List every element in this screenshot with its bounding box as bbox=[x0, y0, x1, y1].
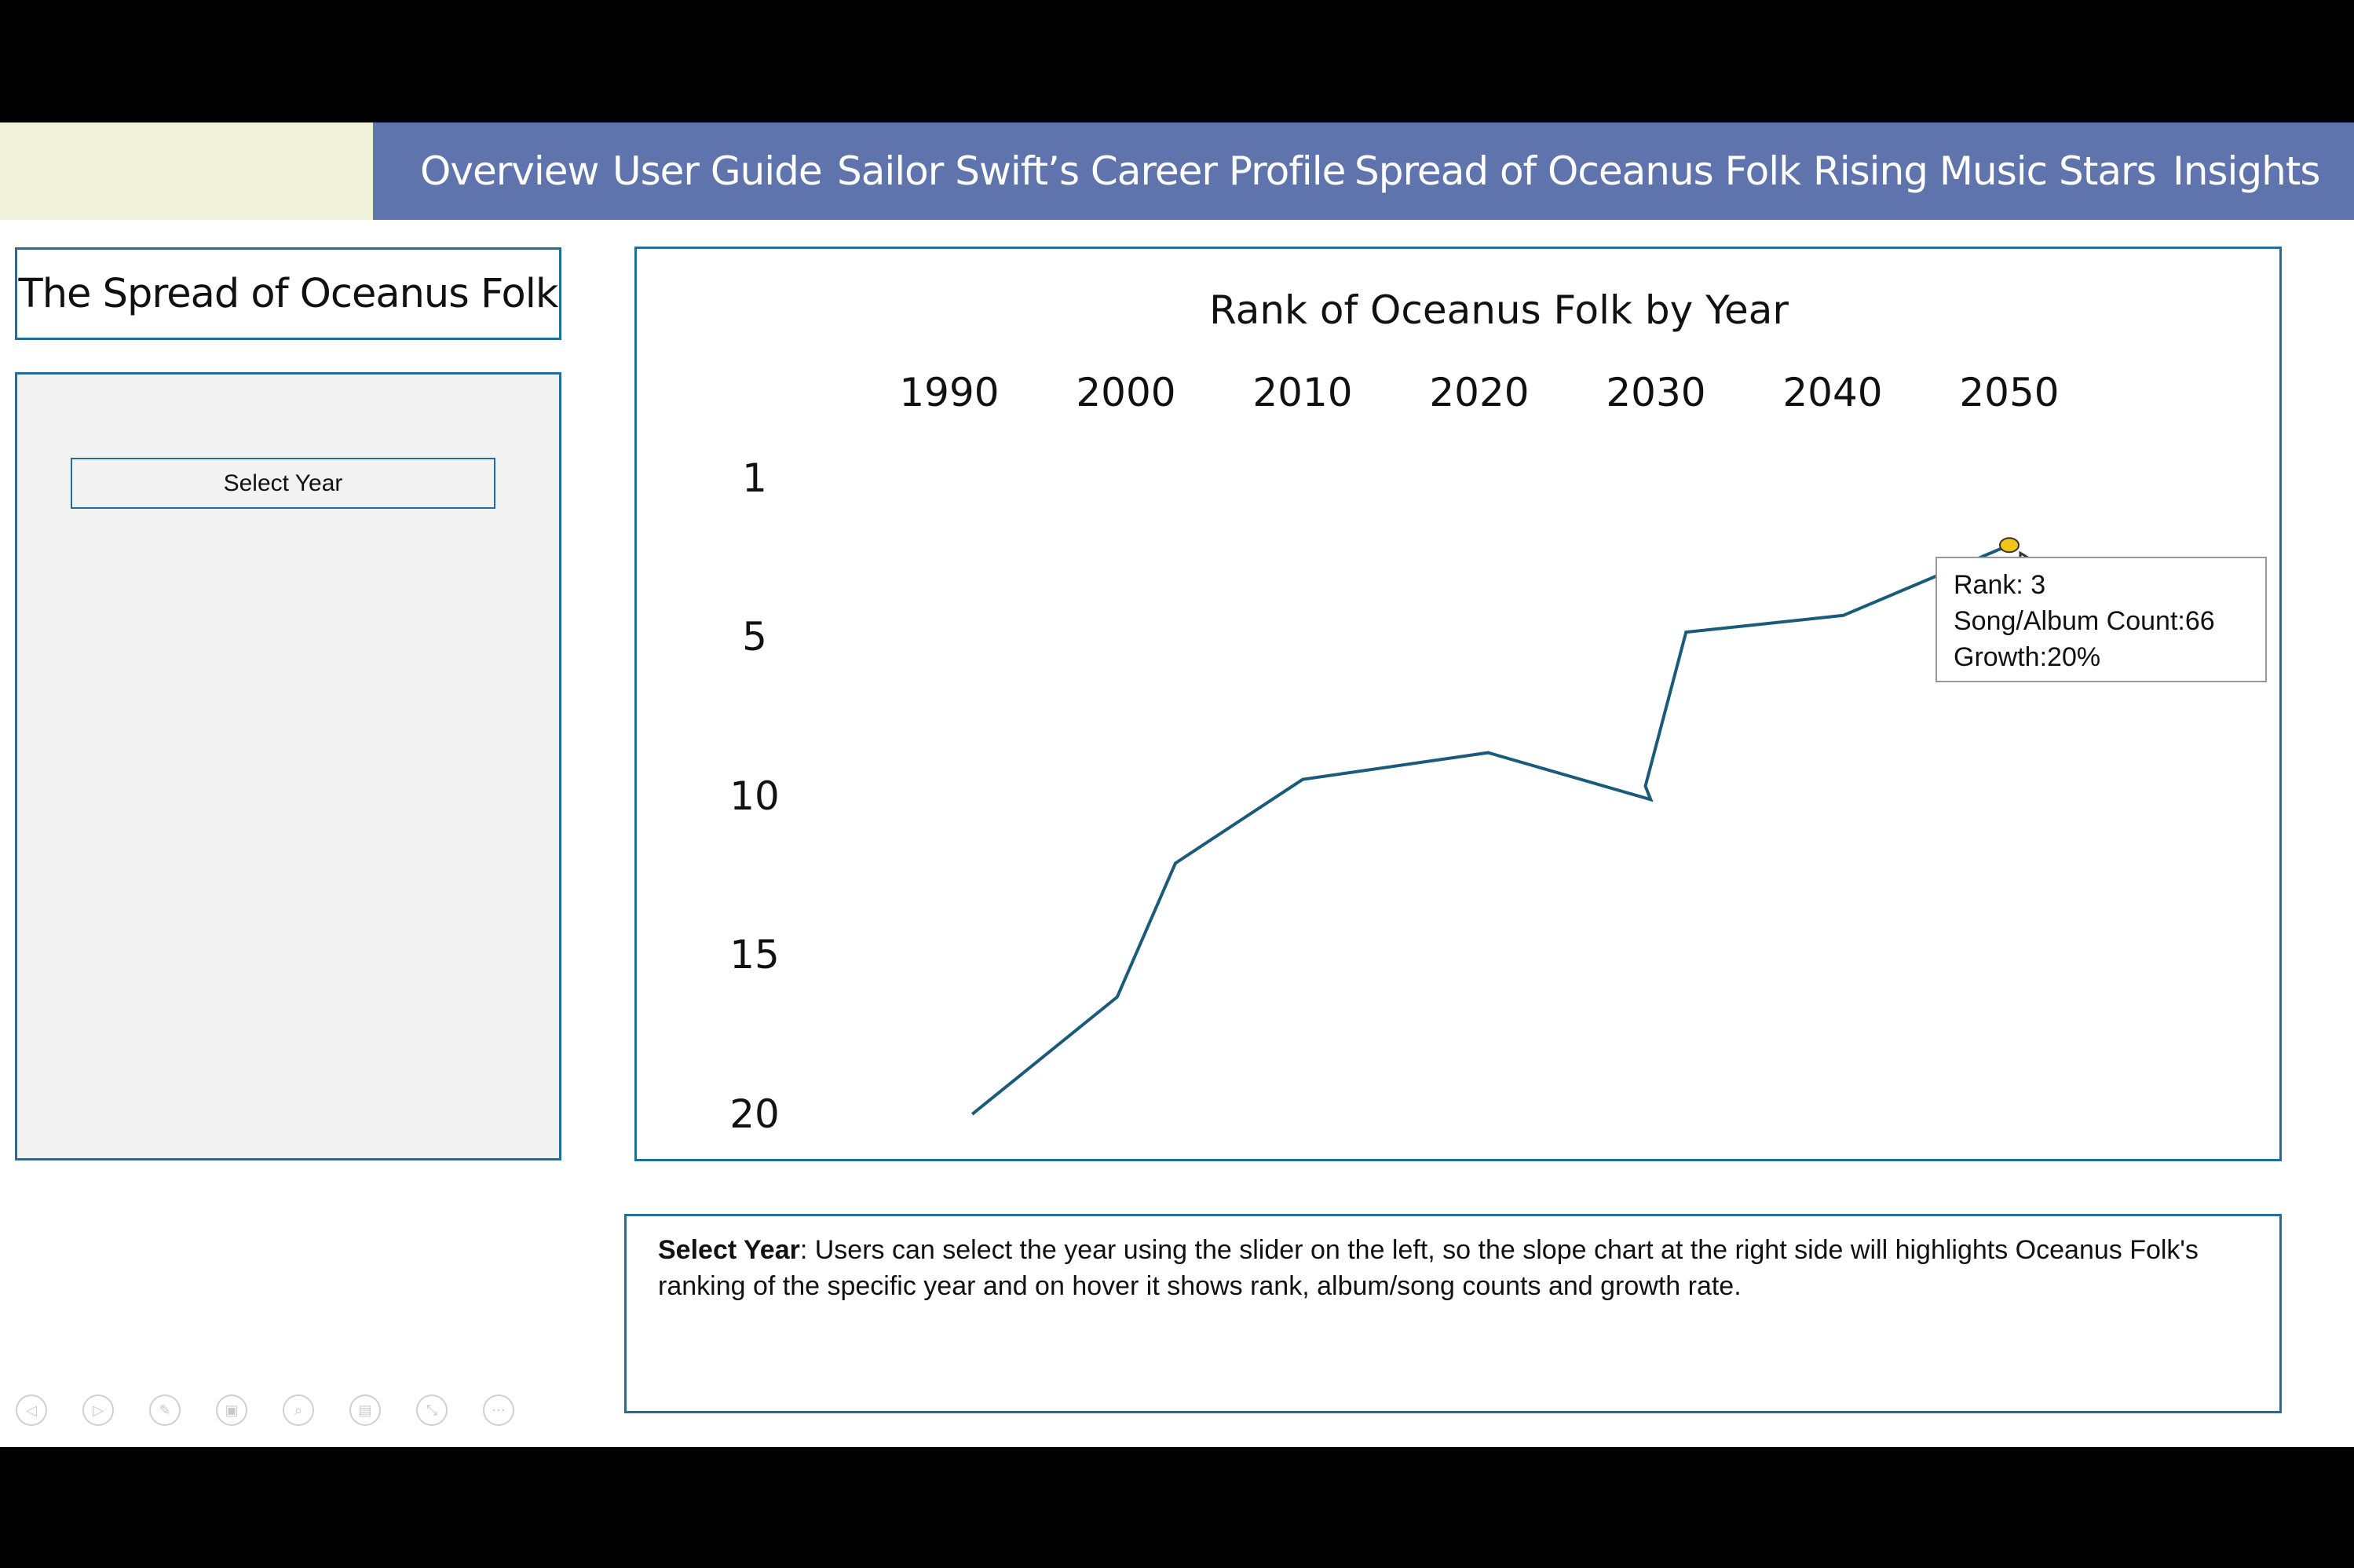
description-text: Select Year: Users can select the year u… bbox=[658, 1232, 2236, 1304]
nav-user-guide[interactable]: User Guide bbox=[612, 148, 823, 194]
description-label: Select Year bbox=[658, 1235, 800, 1265]
pointer-icon[interactable]: ⤡ bbox=[416, 1394, 448, 1426]
x-tick-label: 2050 bbox=[1959, 370, 2059, 415]
nav-left-block bbox=[0, 122, 373, 220]
y-tick-label: 20 bbox=[729, 1091, 780, 1137]
slide-canvas: Overview User Guide Sailor Swift’s Caree… bbox=[0, 122, 2354, 1447]
nav-insights[interactable]: Insights bbox=[2173, 148, 2320, 194]
x-tick-label: 2000 bbox=[1076, 370, 1175, 415]
description-panel: Select Year: Users can select the year u… bbox=[624, 1214, 2282, 1413]
more-options-icon[interactable]: ⋯ bbox=[483, 1394, 514, 1426]
description-body: : Users can select the year using the sl… bbox=[658, 1235, 2199, 1301]
x-tick-label: 1990 bbox=[899, 370, 999, 415]
x-tick-label: 2030 bbox=[1606, 370, 1705, 415]
highlight-point bbox=[1999, 537, 2020, 554]
previous-slide-icon[interactable]: ◁ bbox=[16, 1394, 47, 1426]
tooltip-rank: Rank: 3 bbox=[1954, 570, 2045, 600]
page-title: The Spread of Oceanus Folk bbox=[18, 270, 559, 317]
pen-icon[interactable]: ✎ bbox=[149, 1394, 181, 1426]
slides-grid-icon[interactable]: ▣ bbox=[216, 1394, 247, 1426]
nav-spread-oceanus-folk[interactable]: Spread of Oceanus Folk bbox=[1354, 148, 1801, 194]
y-tick-label: 5 bbox=[742, 614, 767, 660]
filter-panel: Select Year bbox=[15, 372, 561, 1160]
zoom-icon[interactable]: ⌕ bbox=[283, 1394, 314, 1426]
chart-title: Rank of Oceanus Folk by Year bbox=[1209, 287, 1789, 333]
chart-panel: Rank of Oceanus Folk by Year 1990 2000 2010… bbox=[634, 247, 2282, 1161]
tooltip-growth: Growth:20% bbox=[1954, 642, 2100, 672]
select-year-slider[interactable]: Select Year bbox=[71, 458, 495, 509]
x-tick-label: 2040 bbox=[1782, 370, 1882, 415]
y-tick-label: 10 bbox=[729, 773, 780, 819]
nav-overview[interactable]: Overview bbox=[420, 148, 599, 194]
tooltip-count: Song/Album Count:66 bbox=[1954, 606, 2215, 636]
y-tick-label: 15 bbox=[729, 932, 780, 978]
x-tick-label: 2020 bbox=[1429, 370, 1529, 415]
tooltip-box bbox=[1935, 557, 2267, 682]
subtitles-icon[interactable]: ▤ bbox=[349, 1394, 381, 1426]
rank-line bbox=[970, 543, 2010, 1116]
nav-rising-music-stars[interactable]: Rising Music Stars bbox=[1813, 148, 2157, 194]
nav-career-profile[interactable]: Sailor Swift’s Career Profile bbox=[837, 148, 1346, 194]
y-tick-label: 1 bbox=[742, 455, 767, 501]
page-title-box: The Spread of Oceanus Folk bbox=[15, 247, 561, 340]
top-nav-bar: Overview User Guide Sailor Swift’s Caree… bbox=[373, 122, 2354, 220]
next-slide-icon[interactable]: ▷ bbox=[82, 1394, 114, 1426]
x-tick-label: 2010 bbox=[1252, 370, 1352, 415]
